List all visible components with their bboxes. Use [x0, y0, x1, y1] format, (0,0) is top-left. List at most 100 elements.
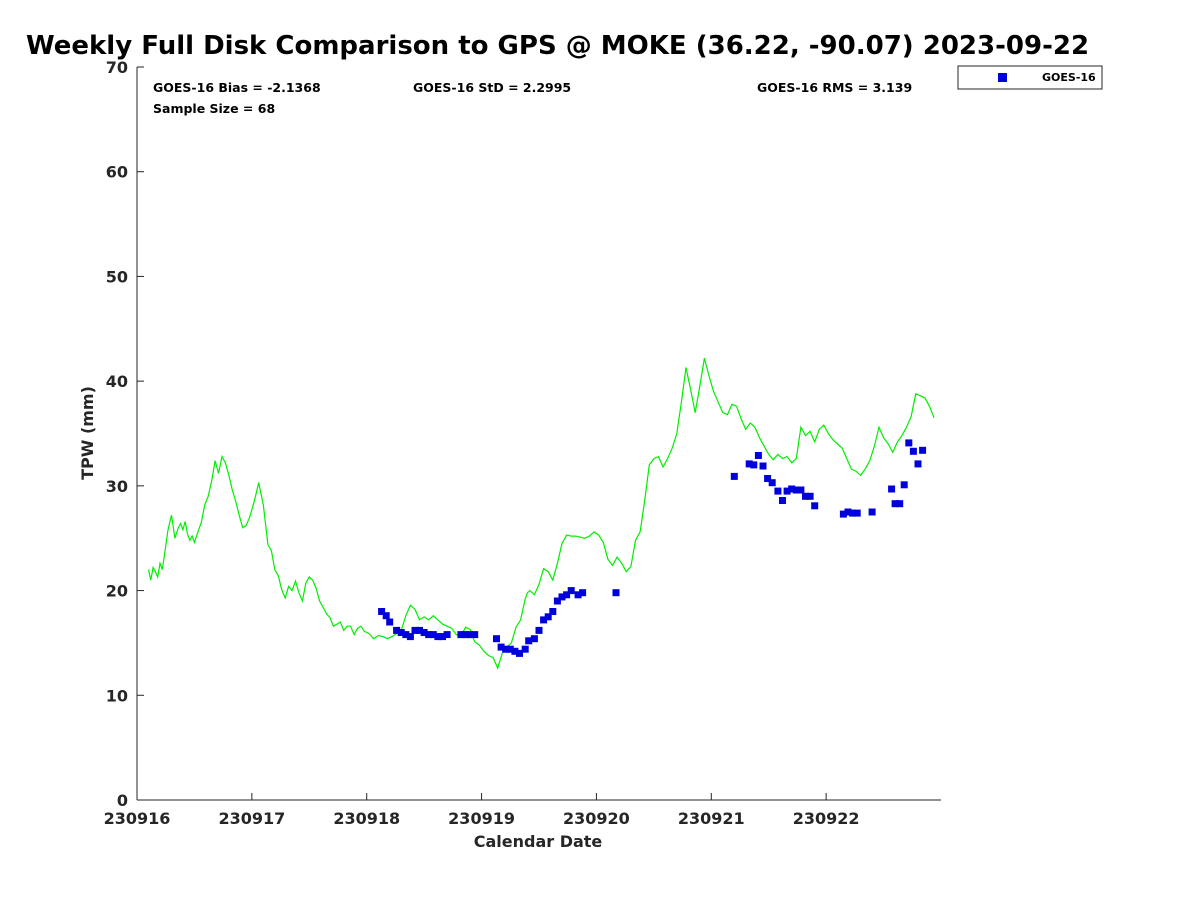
goes-16-point [382, 612, 390, 620]
goes-16-point [402, 631, 410, 639]
goes-16-point [802, 492, 809, 500]
sample-size-stat: Sample Size = 68 [153, 101, 275, 116]
goes-16-point [416, 626, 423, 634]
goes-16-point [567, 587, 575, 595]
goes-16-point [754, 452, 762, 459]
goes-16-point [497, 643, 505, 651]
y-tick-label: 30 [106, 477, 128, 496]
legend-box [957, 65, 1103, 90]
goes-16-point [774, 487, 782, 495]
goes-16-point [849, 509, 857, 517]
goes-16-point [900, 481, 908, 489]
y-tick-label: 0 [117, 791, 128, 810]
gps-series-line [147, 357, 935, 670]
goes-16-point [521, 645, 529, 653]
goes-16-point [393, 626, 401, 634]
goes-16-point [511, 647, 519, 655]
goes-16-point [425, 631, 433, 639]
goes-16-point [386, 618, 394, 626]
x-axis-label: Calendar Date [474, 832, 603, 851]
goes-16-point [788, 485, 796, 493]
std-stat: GOES-16 StD = 2.2995 [413, 80, 571, 95]
bias-stat: GOES-16 Bias = -2.1368 [153, 80, 321, 95]
goes-16-point [919, 446, 927, 454]
goes-16-point [745, 460, 753, 468]
goes-16-point [406, 633, 414, 641]
goes-16-point [462, 631, 469, 639]
goes-16-point [759, 462, 767, 470]
goes-16-point [563, 591, 571, 599]
goes-16-point [544, 613, 552, 621]
goes-16-point [466, 631, 474, 639]
goes-16-point [896, 500, 904, 508]
chart-title: Weekly Full Disk Comparison to GPS @ MOK… [26, 31, 1089, 61]
goes-16-point [764, 475, 772, 482]
goes-16-point [420, 629, 428, 636]
goes-16-point [797, 486, 805, 494]
rms-stat: GOES-16 RMS = 3.139 [757, 80, 912, 95]
goes-16-point [378, 608, 386, 615]
goes-16-point [439, 633, 446, 641]
y-tick-label: 20 [106, 582, 128, 601]
goes-16-point [750, 461, 758, 469]
goes-16-point [549, 608, 557, 615]
x-tick-label: 230917 [218, 809, 285, 828]
x-tick-label: 230921 [678, 809, 745, 828]
goes-16-point [909, 447, 917, 455]
goes-16-point [535, 626, 543, 634]
y-tick-label: 60 [106, 163, 128, 182]
goes-16-point [783, 487, 791, 495]
goes-16-point [853, 509, 861, 517]
goes-16-point [516, 649, 523, 657]
goes-16-point [471, 631, 479, 639]
legend-marker-goes-16 [998, 73, 1007, 82]
goes-16-point [811, 502, 819, 510]
axes [136, 67, 941, 801]
goes-16-point [768, 479, 776, 487]
goes-16-point [457, 631, 465, 639]
goes-16-point [888, 485, 896, 493]
goes-16-point [839, 510, 847, 518]
goes-16-point [434, 633, 442, 641]
goes-16-point [574, 591, 582, 599]
x-tick-label: 230919 [448, 809, 515, 828]
goes-16-point [579, 589, 587, 597]
goes-16-point [506, 645, 514, 653]
goes-16-point [411, 626, 419, 634]
goes-16-point [502, 645, 510, 653]
goes-16-point [443, 631, 451, 639]
x-tick-label: 230920 [563, 809, 630, 828]
x-tick-label: 230918 [333, 809, 400, 828]
goes-16-point [525, 637, 533, 645]
y-tick-label: 10 [106, 686, 128, 705]
goes-16-point [612, 589, 620, 597]
goes-16-point [540, 616, 548, 624]
x-tick-label: 230916 [104, 809, 171, 828]
x-tick-label: 230922 [793, 809, 860, 828]
goes-16-point [779, 497, 786, 504]
y-tick-label: 70 [106, 58, 128, 77]
goes-16-point [914, 460, 922, 468]
y-ticks: 0 10 20 30 40 50 60 70 [106, 58, 144, 810]
y-axis-label: TPW (mm) [78, 386, 97, 480]
goes-16-point [429, 631, 437, 639]
goes-16-point [530, 635, 538, 643]
goes-16-point [558, 593, 566, 601]
goes-16-point [730, 472, 738, 480]
goes-16-point [806, 492, 814, 500]
plot-area [147, 357, 935, 670]
x-ticks: 230916 230917 230918 230919 230920 230921 2309… [104, 793, 860, 828]
goes-16-point [493, 635, 500, 643]
legend: GOES-16 [957, 65, 1103, 90]
goes-16-point [792, 486, 800, 494]
goes-16-point [553, 597, 561, 605]
goes-16-points [378, 439, 927, 657]
goes-16-point [905, 439, 913, 447]
y-tick-label: 50 [106, 267, 128, 286]
goes-16-point [844, 508, 852, 516]
legend-label-goes-16: GOES-16 [1042, 71, 1096, 84]
y-tick-label: 40 [106, 372, 128, 391]
goes-16-point [868, 508, 876, 516]
goes-16-point [891, 500, 899, 508]
